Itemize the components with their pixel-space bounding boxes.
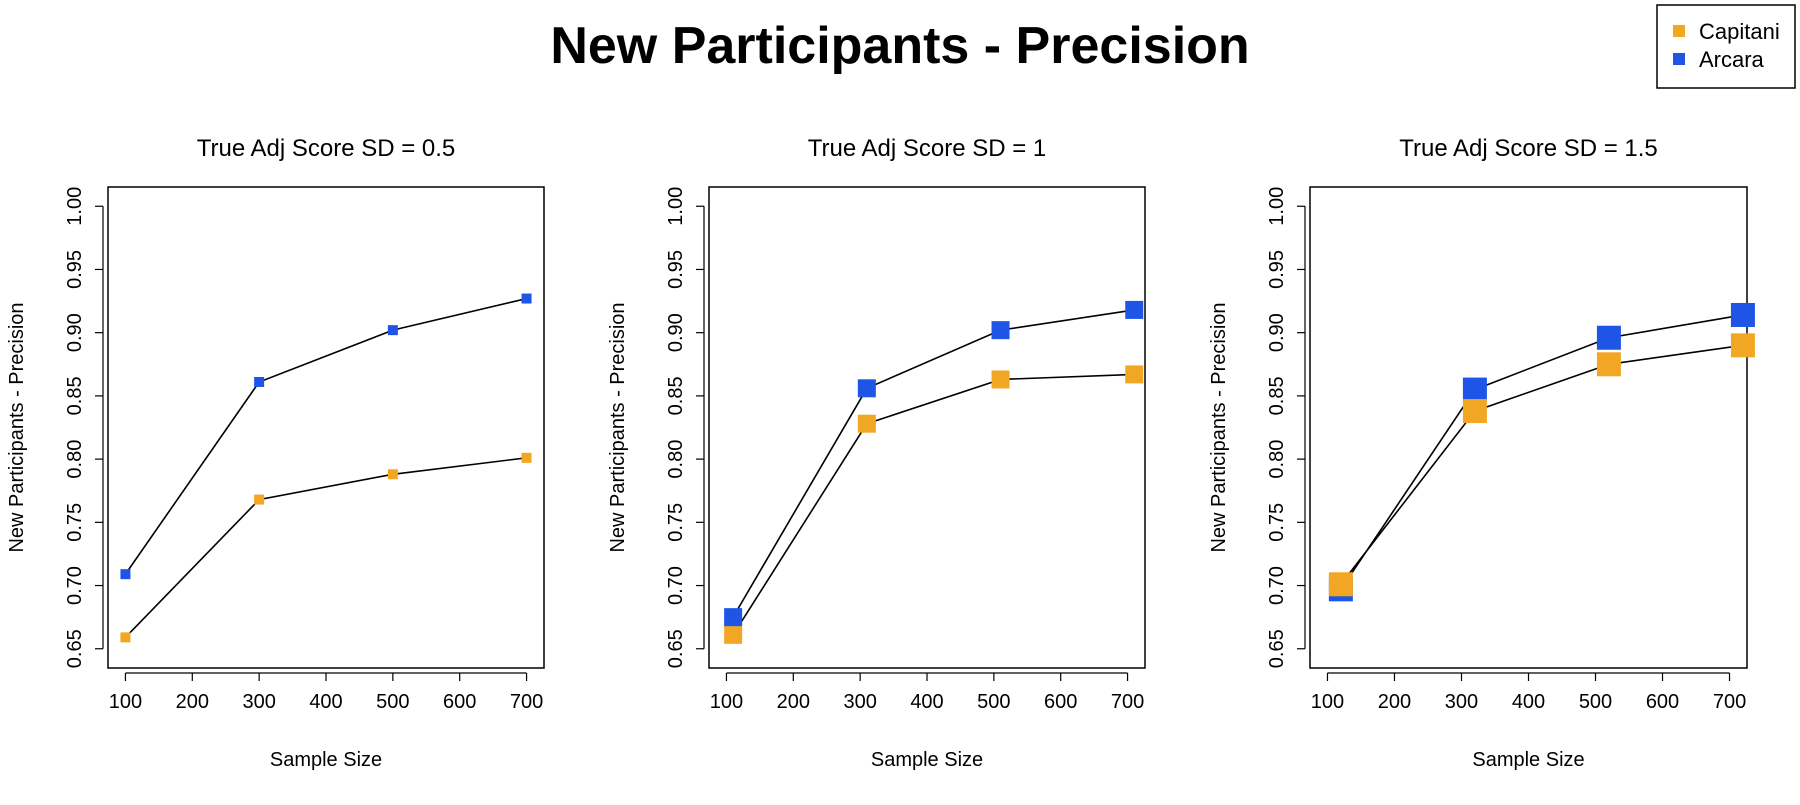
y-tick-label: 0.75 xyxy=(64,503,86,542)
y-tick-label: 0.70 xyxy=(64,566,86,605)
x-tick-label: 200 xyxy=(1378,691,1411,713)
y-tick-label: 0.65 xyxy=(1266,629,1288,668)
plot-frame xyxy=(1309,186,1748,669)
y-tick-label: 0.85 xyxy=(665,376,687,415)
series-line-arcara xyxy=(1340,314,1744,590)
data-point-arcara xyxy=(1125,300,1144,319)
x-tick-label: 400 xyxy=(1512,691,1545,713)
data-point-arcara xyxy=(1596,325,1621,350)
y-tick-label: 1.00 xyxy=(1266,187,1288,226)
figure-title: New Participants - Precision xyxy=(550,17,1249,75)
x-tick-label: 700 xyxy=(1111,691,1144,713)
y-tick-label: 0.75 xyxy=(1266,503,1288,542)
x-tick-label: 700 xyxy=(510,691,543,713)
x-tick-label: 100 xyxy=(1311,691,1344,713)
x-tick-label: 100 xyxy=(109,691,142,713)
data-point-capitani xyxy=(724,625,743,644)
panel-title: True Adj Score SD = 1 xyxy=(808,135,1047,162)
data-point-capitani xyxy=(254,494,265,505)
y-axis-label: New Participants - Precision xyxy=(607,302,629,552)
y-tick-label: 0.70 xyxy=(1266,566,1288,605)
y-tick-label: 0.75 xyxy=(665,503,687,542)
legend-swatch-arcara xyxy=(1673,53,1685,65)
x-axis-label: Sample Size xyxy=(871,749,983,771)
x-tick-label: 600 xyxy=(443,691,476,713)
y-tick-label: 0.65 xyxy=(64,629,86,668)
data-point-arcara xyxy=(521,293,532,304)
y-tick-label: 0.90 xyxy=(665,313,687,352)
x-tick-label: 500 xyxy=(376,691,409,713)
x-tick-label: 300 xyxy=(843,691,876,713)
x-tick-label: 300 xyxy=(1445,691,1478,713)
y-tick-label: 0.95 xyxy=(64,250,86,289)
y-tick-label: 0.85 xyxy=(64,376,86,415)
y-tick-label: 0.70 xyxy=(665,566,687,605)
y-tick-label: 0.85 xyxy=(1266,376,1288,415)
y-tick-label: 0.65 xyxy=(665,629,687,668)
panel-sd-1-5: True Adj Score SD = 1.5 100 200 300 400 500 60… xyxy=(1208,135,1755,771)
y-tick-label: 0.90 xyxy=(1266,313,1288,352)
panel-sd-1: True Adj Score SD = 1 100 200 300 400 500 600 7… xyxy=(607,135,1146,771)
data-point-capitani xyxy=(521,452,532,463)
x-tick-label: 100 xyxy=(710,691,743,713)
panel-sd-0-5: True Adj Score SD = 0.5 100 200 300 400 500 60… xyxy=(6,135,545,771)
x-tick-label: 400 xyxy=(910,691,943,713)
data-point-arcara xyxy=(120,569,131,580)
data-point-arcara xyxy=(254,376,265,387)
data-point-arcara xyxy=(857,379,876,398)
x-axis-label: Sample Size xyxy=(1472,749,1584,771)
legend-label-capitani: Capitani xyxy=(1699,19,1780,44)
x-tick-label: 300 xyxy=(242,691,275,713)
x-tick-label: 200 xyxy=(176,691,209,713)
legend-label-arcara: Arcara xyxy=(1699,47,1765,72)
series-line-capitani xyxy=(1340,344,1744,585)
data-point-capitani xyxy=(857,414,876,433)
data-point-arcara xyxy=(991,321,1010,340)
data-point-capitani xyxy=(991,370,1010,389)
y-tick-label: 1.00 xyxy=(665,187,687,226)
legend-box xyxy=(1656,4,1796,89)
series-line-arcara xyxy=(732,309,1135,618)
x-axis-label: Sample Size xyxy=(270,749,382,771)
data-point-arcara xyxy=(387,325,398,336)
y-tick-label: 0.80 xyxy=(64,440,86,479)
plot-frame xyxy=(708,186,1146,669)
y-tick-label: 0.80 xyxy=(665,440,687,479)
y-tick-label: 0.95 xyxy=(1266,250,1288,289)
x-tick-label: 200 xyxy=(777,691,810,713)
data-point-capitani xyxy=(1596,352,1621,377)
data-point-arcara xyxy=(1462,377,1487,402)
legend: Capitani Arcara xyxy=(1656,4,1796,89)
y-tick-label: 0.80 xyxy=(1266,440,1288,479)
series-line-arcara xyxy=(124,297,527,575)
panel-title: True Adj Score SD = 1.5 xyxy=(1399,135,1658,162)
x-tick-label: 700 xyxy=(1713,691,1746,713)
x-tick-label: 600 xyxy=(1646,691,1679,713)
y-axis-label: New Participants - Precision xyxy=(1208,302,1230,552)
series-line-capitani xyxy=(732,373,1135,636)
data-point-capitani xyxy=(387,469,398,480)
y-tick-label: 1.00 xyxy=(64,187,86,226)
x-tick-label: 500 xyxy=(1579,691,1612,713)
data-point-capitani xyxy=(1730,333,1755,358)
legend-swatch-capitani xyxy=(1673,25,1685,37)
x-tick-label: 500 xyxy=(977,691,1010,713)
data-point-capitani xyxy=(1462,399,1487,424)
y-tick-label: 0.90 xyxy=(64,313,86,352)
y-tick-label: 0.95 xyxy=(665,250,687,289)
data-point-capitani xyxy=(1125,365,1144,384)
y-axis-label: New Participants - Precision xyxy=(6,302,28,552)
panel-title: True Adj Score SD = 0.5 xyxy=(197,135,456,162)
series-line-capitani xyxy=(124,457,527,638)
data-point-arcara xyxy=(1730,302,1755,327)
data-point-capitani xyxy=(120,632,131,643)
x-tick-label: 600 xyxy=(1044,691,1077,713)
data-point-capitani xyxy=(1328,572,1353,597)
x-tick-label: 400 xyxy=(309,691,342,713)
data-point-arcara xyxy=(724,608,743,627)
plot-frame xyxy=(107,186,545,669)
